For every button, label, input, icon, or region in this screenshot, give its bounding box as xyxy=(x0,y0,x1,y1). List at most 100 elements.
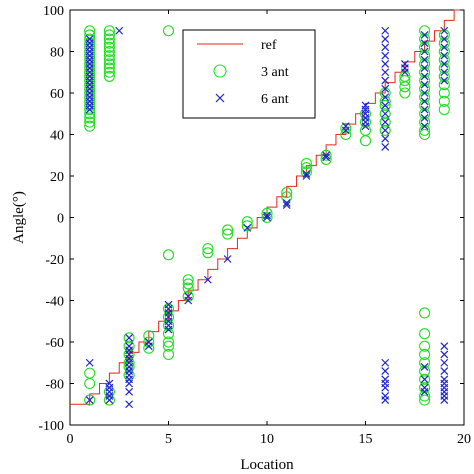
point-3-ant xyxy=(438,95,450,107)
point-3-ant xyxy=(162,348,175,361)
point-3-ant xyxy=(438,104,450,116)
point-3-ant xyxy=(419,41,431,53)
point-3-ant xyxy=(84,50,96,62)
point-6-ant xyxy=(85,396,94,405)
point-3-ant xyxy=(162,328,175,340)
point-3-ant xyxy=(419,307,431,319)
legend-box xyxy=(182,29,316,119)
point-6-ant xyxy=(420,387,429,396)
point-6-ant xyxy=(420,80,429,89)
point-3-ant xyxy=(419,328,431,340)
point-6-ant xyxy=(381,367,390,375)
point-3-ant xyxy=(123,332,135,344)
point-6-ant xyxy=(203,275,212,284)
legend-6-ant-swatch xyxy=(215,93,225,103)
point-3-ant xyxy=(300,162,312,174)
point-3-ant xyxy=(399,70,411,82)
point-6-ant xyxy=(105,396,114,405)
point-3-ant xyxy=(84,58,96,70)
point-3-ant xyxy=(222,224,234,236)
point-3-ant xyxy=(103,50,115,62)
point-3-ant xyxy=(103,58,115,70)
point-3-ant xyxy=(419,58,431,70)
point-6-ant xyxy=(164,325,173,334)
point-6-ant xyxy=(381,35,390,43)
point-6-ant xyxy=(381,134,390,143)
point-3-ant xyxy=(300,158,312,170)
point-3-ant xyxy=(103,41,115,53)
point-3-ant xyxy=(103,54,115,66)
point-6-ant xyxy=(115,26,124,35)
point-6-ant xyxy=(381,26,390,35)
point-3-ant xyxy=(340,122,352,134)
x-tick-label: 0 xyxy=(67,432,74,447)
point-3-ant xyxy=(419,33,431,45)
point-6-ant xyxy=(420,39,429,48)
point-6-ant xyxy=(420,55,429,64)
point-6-ant xyxy=(440,358,449,367)
point-3-ant xyxy=(84,37,96,49)
point-3-ant xyxy=(419,91,431,103)
y-tick-label: 60 xyxy=(50,87,64,102)
point-3-ant xyxy=(84,87,96,99)
point-3-ant xyxy=(222,228,234,240)
legend-entry-label: ref xyxy=(261,38,277,53)
point-3-ant xyxy=(438,70,450,82)
point-3-ant xyxy=(123,361,135,373)
y-tick-label: 0 xyxy=(57,212,64,227)
point-6-ant xyxy=(282,201,291,209)
point-3-ant xyxy=(261,211,273,224)
point-3-ant xyxy=(84,394,96,406)
point-6-ant xyxy=(223,255,232,263)
y-tick-label: -40 xyxy=(45,295,64,310)
point-3-ant xyxy=(419,357,431,369)
point-3-ant xyxy=(182,282,194,294)
point-6-ant xyxy=(381,76,390,85)
point-3-ant xyxy=(281,187,293,199)
point-6-ant xyxy=(381,68,390,77)
point-3-ant xyxy=(162,303,175,315)
point-3-ant xyxy=(419,83,431,95)
point-3-ant xyxy=(419,348,431,361)
point-6-ant xyxy=(440,51,449,60)
point-3-ant xyxy=(103,394,115,406)
point-6-ant xyxy=(420,113,429,122)
point-3-ant xyxy=(103,66,115,78)
y-tick-label: 20 xyxy=(50,170,64,185)
point-6-ant xyxy=(381,101,390,110)
point-6-ant xyxy=(381,396,390,405)
point-6-ant xyxy=(440,396,449,405)
x-tick-label: 15 xyxy=(359,432,373,447)
point-3-ant xyxy=(84,33,96,45)
point-3-ant xyxy=(438,45,450,58)
point-6-ant xyxy=(420,30,429,39)
point-6-ant xyxy=(322,153,331,162)
point-6-ant xyxy=(420,122,429,131)
point-6-ant xyxy=(381,126,390,135)
point-3-ant xyxy=(399,87,411,99)
point-3-ant xyxy=(162,25,175,37)
point-3-ant xyxy=(103,29,115,41)
point-3-ant xyxy=(438,29,450,41)
point-3-ant xyxy=(84,66,96,78)
point-6-ant xyxy=(125,400,134,409)
point-3-ant xyxy=(419,373,431,385)
point-3-ant xyxy=(84,120,96,132)
point-6-ant xyxy=(420,72,429,81)
y-tick-label: -80 xyxy=(45,378,64,393)
point-6-ant xyxy=(381,43,390,52)
y-tick-label: 40 xyxy=(50,129,64,144)
point-3-ant xyxy=(419,382,431,394)
point-3-ant xyxy=(320,149,332,161)
point-6-ant xyxy=(440,35,449,43)
x-axis-ticks: 0 5 10 15 20 xyxy=(67,10,471,447)
point-6-ant xyxy=(282,199,291,207)
point-3-ant xyxy=(419,365,431,377)
point-3-ant xyxy=(84,83,96,95)
point-6-ant xyxy=(341,122,350,131)
point-3-ant xyxy=(182,278,194,290)
point-3-ant xyxy=(143,330,155,342)
y-tick-label: -20 xyxy=(45,253,64,268)
point-6-ant xyxy=(440,350,449,359)
point-3-ant xyxy=(261,207,273,219)
